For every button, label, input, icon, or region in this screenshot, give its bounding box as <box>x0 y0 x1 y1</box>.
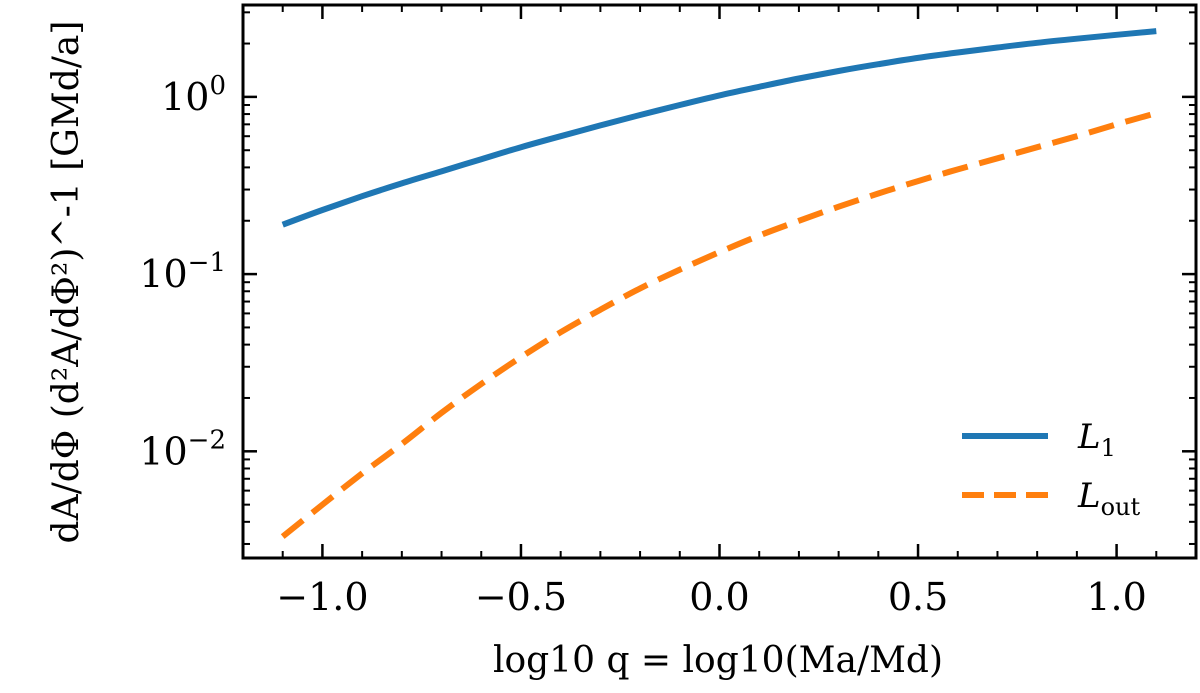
legend-label-l1: L1 <box>1077 417 1116 462</box>
y-axis-label: dA/dΦ (d²A/dΦ²)^-1 [GMd/a] <box>46 21 87 544</box>
x-tick-labels: −1.0 −0.5 0.0 0.5 1.0 <box>276 575 1147 619</box>
x-tick-label: 0.0 <box>689 575 749 619</box>
x-axis-label: log10 q = log10(Ma/Md) <box>493 640 943 681</box>
x-tick-label: −0.5 <box>475 575 567 619</box>
y-tick-labels: 100 10−1 10−2 <box>139 71 226 473</box>
series-layer <box>280 28 1158 539</box>
y-tick-label: 10−1 <box>139 248 226 296</box>
y-tick-label: 100 <box>161 71 226 119</box>
x-tick-label: 1.0 <box>1086 575 1146 619</box>
legend-label-lout: Lout <box>1077 476 1140 521</box>
y-tick-label: 10−2 <box>139 425 226 473</box>
tick-marks <box>243 5 1196 558</box>
plot-frame <box>241 3 1198 560</box>
x-tick-label: 0.5 <box>888 575 948 619</box>
legend: L1 Lout <box>962 417 1140 521</box>
x-tick-label: −1.0 <box>276 575 368 619</box>
series-line-l1 <box>281 28 1157 228</box>
